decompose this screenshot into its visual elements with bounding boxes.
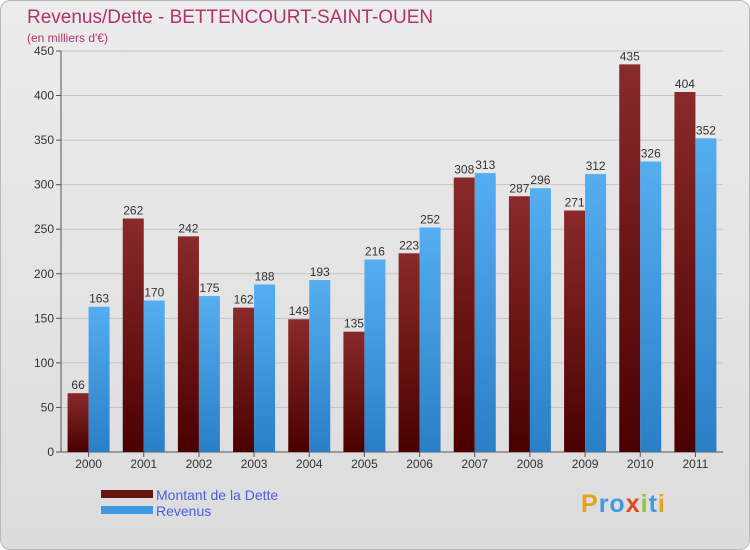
data-label-revenus: 163 [89, 292, 109, 306]
bar-revenus [529, 188, 551, 452]
bar-dette [564, 210, 586, 452]
y-tick-label: 150 [34, 311, 54, 325]
bar-dette [453, 177, 475, 452]
bar-dette [177, 236, 199, 452]
bar-dette [619, 64, 641, 452]
x-tick-label: 2011 [683, 457, 709, 471]
data-label-dette: 287 [509, 181, 529, 195]
legend-label-revenus: Revenus [156, 503, 212, 519]
x-tick-label: 2006 [406, 457, 433, 471]
logo-letter: r [598, 490, 610, 518]
bar-revenus [143, 300, 165, 452]
y-tick-label: 0 [47, 445, 54, 459]
y-tick-label: 100 [34, 356, 54, 370]
data-label-dette: 435 [620, 49, 640, 63]
data-label-revenus: 312 [586, 159, 606, 173]
data-label-revenus: 352 [696, 123, 716, 137]
data-label-revenus: 170 [144, 286, 164, 300]
legend-swatch-revenus [101, 506, 153, 514]
legend-swatch-dette [101, 490, 153, 498]
data-label-revenus: 216 [365, 245, 385, 259]
y-tick-label: 250 [34, 222, 54, 236]
x-tick-label: 2007 [461, 457, 488, 471]
logo-letter: x [625, 490, 641, 518]
logo-letter: o [609, 490, 626, 518]
bar-revenus [585, 173, 607, 452]
bar-revenus [419, 227, 441, 452]
data-label-dette: 242 [178, 221, 198, 235]
bar-revenus [309, 280, 331, 452]
y-tick-label: 400 [34, 89, 54, 103]
data-label-dette: 149 [289, 304, 309, 318]
legend-label-dette: Montant de la Dette [156, 487, 279, 503]
data-label-revenus: 313 [475, 158, 495, 172]
data-label-revenus: 175 [199, 281, 219, 295]
bar-dette [674, 91, 696, 452]
y-tick-label: 450 [34, 44, 54, 58]
bar-revenus [695, 138, 717, 452]
bar-dette [343, 331, 365, 452]
bar-dette [122, 218, 144, 452]
bar-revenus [640, 161, 662, 452]
bar-dette [67, 393, 89, 452]
data-label-dette: 135 [344, 317, 364, 331]
y-tick-label: 350 [34, 133, 54, 147]
data-label-dette: 404 [675, 77, 695, 91]
chart-title: Revenus/Dette - BETTENCOURT-SAINT-OUEN [27, 7, 434, 28]
data-label-dette: 262 [123, 204, 143, 218]
x-tick-label: 2000 [75, 457, 102, 471]
bar-revenus [364, 259, 386, 452]
data-label-dette: 162 [234, 293, 254, 307]
x-tick-label: 2004 [296, 457, 323, 471]
y-tick-label: 200 [34, 267, 54, 281]
y-tick-label: 300 [34, 178, 54, 192]
x-tick-label: 2008 [517, 457, 544, 471]
data-label-dette: 66 [71, 378, 85, 392]
data-label-revenus: 193 [310, 265, 330, 279]
y-tick-label: 50 [41, 400, 55, 414]
logo-letter: i [640, 490, 649, 518]
data-label-dette: 271 [565, 196, 585, 210]
proxiti-logo: Proxiti [581, 490, 666, 519]
x-tick-label: 2009 [572, 457, 599, 471]
x-tick-label: 2002 [186, 457, 213, 471]
bar-dette [508, 196, 530, 452]
x-tick-label: 2003 [241, 457, 268, 471]
x-tick-label: 2010 [627, 457, 654, 471]
data-label-revenus: 188 [255, 269, 275, 283]
bar-dette [398, 253, 420, 452]
bar-revenus [474, 173, 496, 453]
bar-revenus [254, 284, 276, 452]
data-label-revenus: 296 [530, 173, 550, 187]
x-tick-label: 2005 [351, 457, 378, 471]
logo-letter: t [648, 490, 658, 518]
logo-letter: i [657, 490, 666, 518]
bar-dette [288, 319, 310, 452]
data-label-revenus: 326 [641, 146, 661, 160]
logo-letter: P [581, 490, 599, 518]
bar-revenus [198, 296, 220, 452]
data-label-dette: 223 [399, 238, 419, 252]
data-label-revenus: 252 [420, 212, 440, 226]
bar-revenus [88, 306, 110, 452]
bar-dette [233, 307, 255, 452]
chart-subtitle: (en milliers d'€) [27, 31, 108, 45]
data-label-dette: 308 [454, 163, 474, 177]
x-tick-label: 2001 [130, 457, 157, 471]
